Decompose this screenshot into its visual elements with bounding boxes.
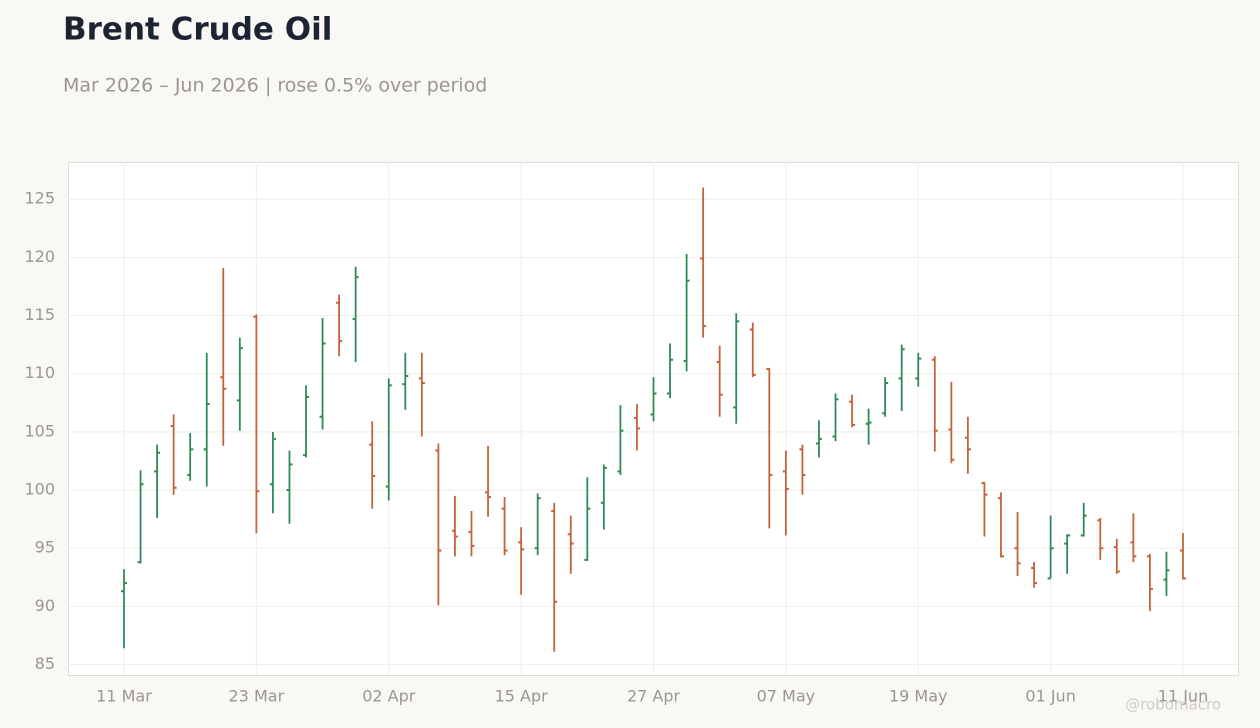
- x-tick-label: 27 Apr: [627, 687, 681, 706]
- chart-title: Brent Crude Oil: [63, 12, 332, 48]
- y-tick-label: 95: [35, 538, 55, 557]
- x-tick-label: 01 Jun: [1025, 687, 1075, 706]
- y-tick-label: 105: [24, 421, 55, 440]
- y-tick-label: 90: [35, 596, 55, 615]
- y-tick-label: 110: [24, 363, 55, 382]
- y-tick-label: 125: [24, 189, 55, 208]
- watermark: @robomacro: [1125, 696, 1221, 714]
- y-tick-label: 115: [24, 305, 55, 324]
- y-tick-label: 100: [24, 480, 55, 499]
- grid: 85 90 95 100 105 110 115 120 125 11 Mar 23 Mar 02 A…: [24, 162, 1238, 706]
- x-tick-label: 23 Mar: [229, 687, 285, 706]
- x-tick-label: 11 Jun: [1158, 687, 1208, 706]
- x-tick-label: 15 Apr: [495, 687, 549, 706]
- marks: [121, 187, 1186, 652]
- x-tick-label: 02 Apr: [362, 687, 416, 706]
- y-tick-label: 120: [24, 247, 55, 266]
- x-tick-label: 19 May: [889, 687, 948, 706]
- x-tick-label: 11 Mar: [96, 687, 152, 706]
- chart-subtitle: Mar 2026 – Jun 2026 | rose 0.5% over per…: [63, 75, 487, 97]
- y-tick-label: 85: [35, 654, 55, 673]
- x-tick-label: 07 May: [757, 687, 816, 706]
